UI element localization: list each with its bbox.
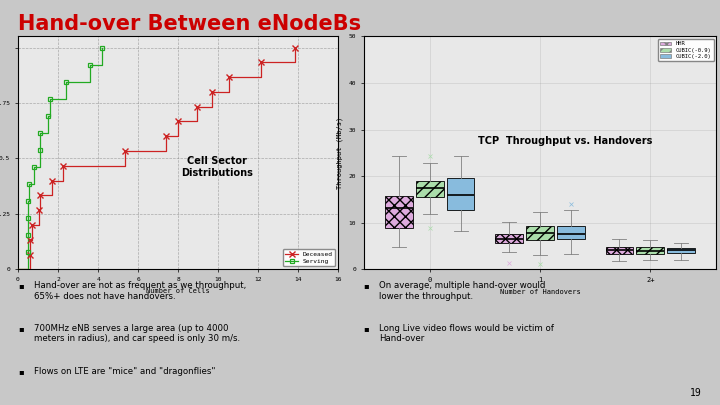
Text: TCP  Throughput vs. Handovers: TCP Throughput vs. Handovers bbox=[477, 136, 652, 146]
Text: 19: 19 bbox=[690, 388, 702, 398]
Y-axis label: Throughput (Mb/s): Throughput (Mb/s) bbox=[336, 117, 343, 189]
PathPatch shape bbox=[495, 234, 523, 243]
Text: Long Live video flows would be victim of
Hand-over: Long Live video flows would be victim of… bbox=[379, 324, 554, 343]
Text: ▪: ▪ bbox=[18, 281, 24, 290]
Legend: HHR, CUBIC(-0.9), CUBIC(-2.0): HHR, CUBIC(-0.9), CUBIC(-2.0) bbox=[658, 39, 714, 61]
Text: ▪: ▪ bbox=[364, 324, 369, 333]
Text: Hand-over are not as frequent as we throughput,
65%+ does not have handovers.: Hand-over are not as frequent as we thro… bbox=[34, 281, 246, 301]
Legend: Deceased, Serving: Deceased, Serving bbox=[283, 249, 336, 266]
PathPatch shape bbox=[385, 196, 413, 228]
PathPatch shape bbox=[636, 247, 664, 254]
Text: ▪: ▪ bbox=[18, 324, 24, 333]
Text: On average, multiple hand-over would
lower the throughput.: On average, multiple hand-over would low… bbox=[379, 281, 546, 301]
PathPatch shape bbox=[557, 226, 585, 239]
PathPatch shape bbox=[667, 247, 695, 253]
PathPatch shape bbox=[606, 247, 633, 254]
Text: Cell Sector
Distributions: Cell Sector Distributions bbox=[181, 156, 253, 178]
PathPatch shape bbox=[526, 226, 554, 240]
Text: ▪: ▪ bbox=[18, 367, 24, 375]
Text: ▪: ▪ bbox=[364, 281, 369, 290]
PathPatch shape bbox=[447, 178, 474, 210]
Text: Hand-over Between eNodeBs: Hand-over Between eNodeBs bbox=[18, 14, 361, 34]
X-axis label: Number of Cells: Number of Cells bbox=[146, 288, 210, 294]
X-axis label: Number of Handovers: Number of Handovers bbox=[500, 288, 580, 294]
Text: Flows on LTE are "mice" and "dragonflies": Flows on LTE are "mice" and "dragonflies… bbox=[34, 367, 215, 375]
PathPatch shape bbox=[416, 181, 444, 196]
Text: 700MHz eNB serves a large area (up to 4000
meters in radius), and car speed is o: 700MHz eNB serves a large area (up to 40… bbox=[34, 324, 240, 343]
